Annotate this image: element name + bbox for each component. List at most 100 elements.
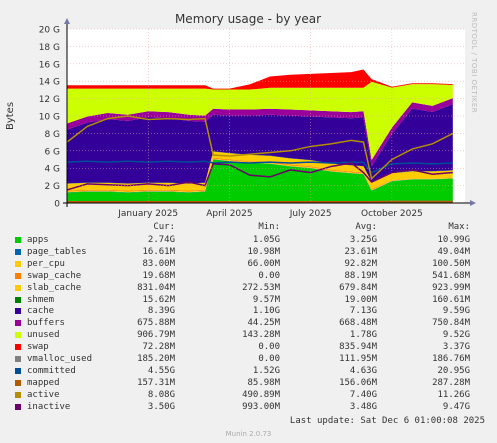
legend-value-avg: 7.13G: [349, 306, 377, 317]
legend-swatch: [15, 284, 21, 291]
y-tick-label: 12 G: [39, 95, 60, 105]
legend-value-min: 85.98M: [247, 377, 280, 388]
legend-series-name: inactive: [27, 401, 71, 412]
legend-value-cur: 19.68M: [142, 270, 175, 281]
legend-header-cur: Cur:: [153, 222, 175, 232]
legend-swatch: [15, 391, 21, 398]
y-tick-label: 18 G: [39, 43, 60, 53]
x-tick-label: July 2025: [289, 209, 332, 219]
legend-value-cur: 16.61M: [142, 246, 175, 257]
legend-value-min: 0.00: [258, 270, 280, 281]
legend-value-min: 0.00: [258, 354, 280, 364]
legend-swatch: [15, 332, 21, 339]
legend-value-cur: 2.74G: [147, 235, 175, 245]
legend-series-name: apps: [27, 235, 49, 245]
legend-swatch: [15, 248, 21, 255]
x-axis-arrow: [470, 200, 476, 206]
legend-swatch: [15, 308, 21, 315]
legend-value-cur: 8.39G: [147, 306, 175, 317]
legend-row-per_cpu: per_cpu 83.00M 66.00M 92.82M 100.50M: [0, 258, 497, 270]
y-tick-label: 4 G: [44, 165, 60, 175]
legend-value-avg: 7.40G: [349, 389, 377, 400]
legend-value-min: 272.53M: [242, 282, 280, 293]
legend-value-max: 3.37G: [442, 342, 470, 353]
legend-row-swap_cache: swap_cache 19.68M 0.00 88.19M 541.68M: [0, 270, 497, 282]
y-axis-label: Bytes: [5, 102, 16, 130]
legend-swatch: [15, 356, 21, 362]
legend-value-avg: 668.48M: [339, 318, 377, 329]
area-unused: [67, 81, 453, 161]
legend-series-name: cache: [27, 306, 55, 317]
legend-value-max: 11.26G: [437, 389, 470, 400]
legend-value-min: 44.25M: [247, 318, 280, 329]
legend-value-min: 0.00: [258, 342, 280, 353]
legend-value-cur: 906.79M: [137, 330, 175, 341]
legend-row-cache: cache 8.39G 1.10G 7.13G 9.59G: [0, 305, 497, 317]
legend-value-max: 287.28M: [432, 377, 470, 388]
legend-value-avg: 835.94M: [339, 342, 377, 353]
legend-value-avg: 92.82M: [344, 258, 377, 269]
legend-value-min: 66.00M: [247, 258, 280, 269]
legend-series-name: swap: [27, 342, 49, 353]
area-buffers: [67, 98, 453, 167]
legend-swatch: [15, 237, 21, 243]
legend-value-max: 100.50M: [432, 258, 470, 269]
legend-value-max: 923.99M: [432, 282, 470, 293]
legend-swatch: [15, 320, 21, 327]
line-inactive: [66, 162, 453, 191]
legend-value-avg: 1.78G: [349, 330, 377, 341]
legend-value-avg: 23.61M: [344, 246, 377, 257]
area-swap: [67, 69, 453, 90]
grid-lines: [67, 28, 465, 203]
x-axis-ticks: January 2025 April 2025 July 2025 October 2…: [117, 209, 423, 219]
legend-value-max: 49.04M: [437, 246, 470, 257]
legend-row-mapped: mapped 157.31M 85.98M 156.06M 287.28M: [0, 377, 497, 389]
legend-series-name: buffers: [27, 318, 65, 329]
last-update: Last update: Sat Dec 6 01:00:08 2025: [289, 416, 485, 426]
chart-title: Memory usage - by year: [175, 12, 321, 26]
y-tick-label: 14 G: [39, 78, 60, 88]
legend-value-avg: 19.00M: [344, 294, 377, 305]
legend-series-name: per_cpu: [27, 258, 65, 269]
legend-value-avg: 88.19M: [344, 270, 377, 281]
legend-value-max: 541.68M: [432, 270, 470, 281]
legend-series-name: unused: [27, 330, 60, 341]
legend-swatch: [15, 367, 21, 374]
legend-value-min: 10.98M: [247, 246, 280, 257]
legend-swatch: [15, 344, 21, 351]
legend-value-cur: 72.28M: [142, 342, 175, 353]
legend-swatch: [15, 403, 21, 410]
legend-series-name: slab_cache: [27, 282, 82, 293]
legend-value-cur: 15.62M: [142, 294, 175, 305]
legend-value-cur: 3.50G: [147, 401, 175, 412]
legend-row-swap: swap 72.28M 0.00 835.94M 3.37G: [0, 341, 497, 353]
y-tick-label: 6 G: [44, 147, 60, 157]
legend-row-committed: committed 4.55G 1.52G 4.63G 20.95G: [0, 365, 497, 377]
y-tick-label: 2 G: [44, 182, 60, 192]
y-tick-label: 16 G: [39, 60, 60, 70]
legend-row-page_tables: page_tables 16.61M 10.98M 23.61M 49.04M: [0, 246, 497, 258]
legend-value-max: 750.84M: [432, 318, 470, 329]
legend-value-max: 160.61M: [432, 294, 470, 305]
legend-value-min: 1.05G: [252, 235, 280, 245]
y-axis-arrow: [64, 18, 70, 24]
legend-value-min: 490.89M: [242, 389, 280, 400]
x-tick-label: April 2025: [206, 209, 252, 219]
line-active: [66, 115, 454, 181]
y-tick-label: 10 G: [39, 113, 60, 123]
stacked-areas: [67, 69, 453, 203]
legend-value-max: 20.95G: [437, 365, 470, 376]
legend-value-min: 1.52G: [252, 365, 280, 376]
legend-value-avg: 111.95M: [339, 354, 377, 364]
area-cache: [67, 104, 453, 184]
legend-header-min: Min:: [258, 222, 280, 232]
y-tick-label: 0: [54, 200, 60, 210]
legend-series-name: page_tables: [27, 246, 87, 257]
legend-value-max: 9.52G: [442, 330, 470, 341]
legend-row-slab_cache: slab_cache 831.04M 272.53M 679.84M 923.99M: [0, 282, 497, 294]
legend-value-cur: 185.20M: [137, 354, 175, 364]
legend-value-avg: 3.48G: [349, 401, 377, 412]
legend-value-avg: 3.25G: [349, 235, 377, 245]
legend-swatch: [15, 260, 21, 267]
